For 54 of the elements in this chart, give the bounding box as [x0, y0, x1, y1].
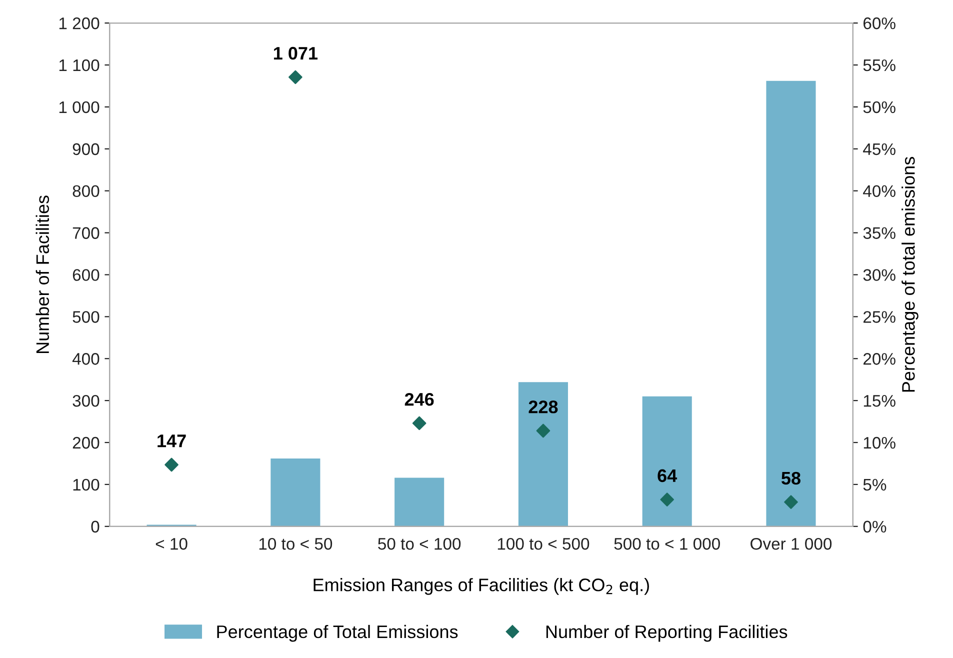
y2-tick-label: 50% [863, 101, 896, 114]
point [784, 495, 798, 509]
y-tick-label: 900 [72, 143, 100, 156]
y-tick-label: 500 [72, 311, 100, 323]
bar [766, 80, 816, 526]
bar [518, 382, 568, 526]
data-label: 1 071 [274, 46, 318, 60]
y2-tick-label: 45% [863, 143, 896, 156]
bar [642, 396, 692, 526]
point [164, 458, 178, 472]
y2-tick-label: 20% [863, 353, 896, 365]
x-tick-label: < 10 [156, 538, 188, 550]
y-tick-label: 600 [72, 269, 100, 281]
x-axis-title: Emission Ranges of Facilities (kt CO$_{2}$ eq.) [314, 578, 649, 595]
y-tick-label: 100 [73, 478, 100, 491]
y2-tick-label: 5% [863, 478, 886, 491]
x-tick-label: Over 1 000 [750, 538, 832, 550]
x-tick-label: 50 to < 100 [378, 538, 461, 550]
y-tick-label: 0 [91, 520, 100, 533]
y2-tick-label: 10% [864, 436, 896, 449]
bar [394, 478, 444, 526]
y2-tick-label: 40% [863, 185, 896, 198]
bar [270, 458, 320, 526]
y-tick-label: 800 [72, 185, 100, 198]
y-tick-label: 300 [72, 394, 100, 407]
data-label: 147 [158, 434, 186, 448]
y-tick-label: 200 [72, 436, 100, 449]
point [660, 492, 674, 506]
y2-axis-title: Percentage of total emissions [902, 156, 918, 392]
x-tick-label: 500 to < 1 000 [614, 538, 720, 550]
legend-label: Number of Reporting Facilities [546, 624, 788, 642]
data-label: 58 [782, 472, 800, 485]
y2-tick-label: 30% [863, 269, 896, 281]
y-tick-label: 700 [72, 227, 100, 239]
y2-tick-label: 35% [863, 227, 896, 239]
point [288, 70, 302, 84]
y2-tick-label: 25% [863, 311, 896, 323]
y2-tick-label: 60% [864, 17, 896, 30]
x-tick-label: 100 to < 500 [498, 538, 590, 550]
y2-tick-label: 55% [863, 59, 896, 72]
y-tick-label: 1 200 [59, 17, 100, 30]
data-label: 228 [528, 400, 558, 414]
y-tick-label: 400 [72, 353, 100, 365]
legend-label: Percentage of Total Emissions [217, 624, 458, 642]
data-label: 64 [658, 469, 678, 482]
data-label: 246 [404, 392, 434, 406]
y-axis-title: Number of Facilities [36, 196, 50, 353]
point [412, 416, 426, 430]
y2-tick-label: 15% [864, 395, 896, 407]
y2-tick-label: 0% [863, 520, 886, 533]
point [536, 424, 550, 438]
y-tick-label: 1 000 [59, 101, 100, 114]
y-tick-label: 1 100 [59, 59, 100, 72]
x-tick-label: 10 to < 50 [259, 538, 332, 550]
